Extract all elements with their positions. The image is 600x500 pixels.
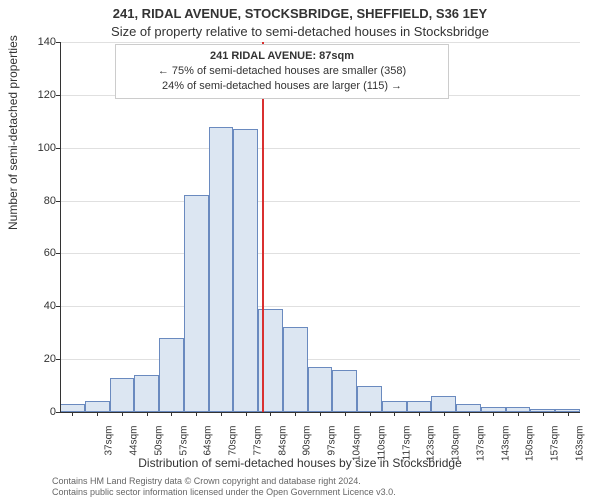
chart-container: 241, RIDAL AVENUE, STOCKSBRIDGE, SHEFFIE… xyxy=(0,0,600,500)
x-tick-label: 77sqm xyxy=(252,426,263,466)
histogram-bar xyxy=(308,367,333,412)
histogram-bar xyxy=(85,401,110,412)
y-tick-label: 20 xyxy=(44,353,56,365)
x-tick-label: 163sqm xyxy=(574,426,585,466)
x-tick xyxy=(370,412,371,416)
x-tick xyxy=(147,412,148,416)
histogram-bar xyxy=(159,338,184,412)
x-tick-label: 137sqm xyxy=(475,426,486,466)
footnote: Contains HM Land Registry data © Crown c… xyxy=(52,476,396,498)
histogram-bar xyxy=(431,396,456,412)
y-tick-label: 120 xyxy=(38,89,56,101)
y-tick-label: 0 xyxy=(50,406,56,418)
x-tick-label: 117sqm xyxy=(401,426,412,466)
y-tick-label: 80 xyxy=(44,195,56,207)
x-tick xyxy=(568,412,569,416)
x-tick xyxy=(97,412,98,416)
x-tick-label: 64sqm xyxy=(203,426,214,466)
x-tick xyxy=(270,412,271,416)
grid-line xyxy=(60,148,580,149)
x-tick-label: 44sqm xyxy=(129,426,140,466)
histogram-bar xyxy=(456,404,481,412)
histogram-bar xyxy=(407,401,432,412)
info-box-line-2: ← 75% of semi-detached houses are smalle… xyxy=(122,64,442,79)
x-tick xyxy=(345,412,346,416)
histogram-bar xyxy=(332,370,357,412)
y-axis-label: Number of semi-detached properties xyxy=(6,35,20,230)
x-tick-label: 143sqm xyxy=(500,426,511,466)
title-line-2: Size of property relative to semi-detach… xyxy=(0,24,600,39)
x-tick-label: 90sqm xyxy=(302,426,313,466)
x-tick-label: 37sqm xyxy=(104,426,115,466)
x-tick xyxy=(295,412,296,416)
y-axis-line xyxy=(60,42,61,412)
info-box: 241 RIDAL AVENUE: 87sqm ← 75% of semi-de… xyxy=(115,44,449,99)
grid-line xyxy=(60,42,580,43)
x-tick-label: 97sqm xyxy=(327,426,338,466)
histogram-bar xyxy=(382,401,407,412)
x-tick xyxy=(72,412,73,416)
x-tick xyxy=(246,412,247,416)
x-tick-label: 57sqm xyxy=(178,426,189,466)
y-tick-label: 60 xyxy=(44,247,56,259)
x-tick xyxy=(320,412,321,416)
x-tick xyxy=(543,412,544,416)
grid-line xyxy=(60,306,580,307)
y-tick-label: 140 xyxy=(38,36,56,48)
x-tick-label: 50sqm xyxy=(153,426,164,466)
histogram-bar xyxy=(209,127,234,412)
histogram-bar xyxy=(134,375,159,412)
grid-line xyxy=(60,253,580,254)
title-line-1: 241, RIDAL AVENUE, STOCKSBRIDGE, SHEFFIE… xyxy=(0,6,600,21)
footnote-line-1: Contains HM Land Registry data © Crown c… xyxy=(52,476,396,487)
x-tick-label: 70sqm xyxy=(228,426,239,466)
x-tick xyxy=(444,412,445,416)
x-tick xyxy=(171,412,172,416)
y-tick-label: 40 xyxy=(44,300,56,312)
histogram-bar xyxy=(233,129,258,412)
x-tick xyxy=(196,412,197,416)
x-tick-label: 130sqm xyxy=(451,426,462,466)
x-tick xyxy=(469,412,470,416)
info-box-line-1: 241 RIDAL AVENUE: 87sqm xyxy=(122,49,442,64)
x-tick-label: 110sqm xyxy=(376,426,387,466)
x-tick xyxy=(419,412,420,416)
grid-line xyxy=(60,359,580,360)
histogram-bar xyxy=(283,327,308,412)
histogram-bar xyxy=(60,404,85,412)
info-box-line-3: 24% of semi-detached houses are larger (… xyxy=(122,79,442,94)
histogram-bar xyxy=(110,378,135,412)
x-tick xyxy=(394,412,395,416)
x-tick xyxy=(221,412,222,416)
x-tick-label: 150sqm xyxy=(525,426,536,466)
y-tick-label: 100 xyxy=(38,142,56,154)
x-tick xyxy=(518,412,519,416)
grid-line xyxy=(60,201,580,202)
histogram-bar xyxy=(184,195,209,412)
x-tick-label: 157sqm xyxy=(550,426,561,466)
x-tick xyxy=(493,412,494,416)
x-tick xyxy=(122,412,123,416)
histogram-bar xyxy=(357,386,382,412)
x-tick-label: 84sqm xyxy=(277,426,288,466)
x-tick-label: 123sqm xyxy=(426,426,437,466)
x-tick-label: 104sqm xyxy=(352,426,363,466)
footnote-line-2: Contains public sector information licen… xyxy=(52,487,396,498)
